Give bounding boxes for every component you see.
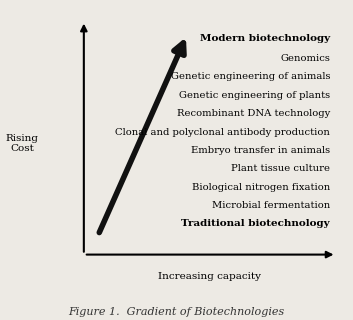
Text: Clonal and polyclonal antibody production: Clonal and polyclonal antibody productio… — [115, 128, 330, 137]
Text: Rising
Cost: Rising Cost — [5, 133, 38, 153]
Text: Increasing capacity: Increasing capacity — [158, 272, 261, 281]
Text: Modern biotechnology: Modern biotechnology — [200, 34, 330, 43]
Text: Genetic engineering of plants: Genetic engineering of plants — [179, 91, 330, 100]
Text: Recombinant DNA technology: Recombinant DNA technology — [177, 109, 330, 118]
Text: Embryo transfer in animals: Embryo transfer in animals — [191, 146, 330, 155]
Text: Microbial fermentation: Microbial fermentation — [212, 201, 330, 210]
Text: Plant tissue culture: Plant tissue culture — [231, 164, 330, 173]
Text: Figure 1.  Gradient of Biotechnologies: Figure 1. Gradient of Biotechnologies — [68, 307, 285, 317]
Text: Traditional biotechnology: Traditional biotechnology — [181, 220, 330, 228]
Text: Genetic engineering of animals: Genetic engineering of animals — [170, 72, 330, 82]
Text: Biological nitrogen fixation: Biological nitrogen fixation — [192, 183, 330, 192]
Text: Genomics: Genomics — [280, 54, 330, 63]
